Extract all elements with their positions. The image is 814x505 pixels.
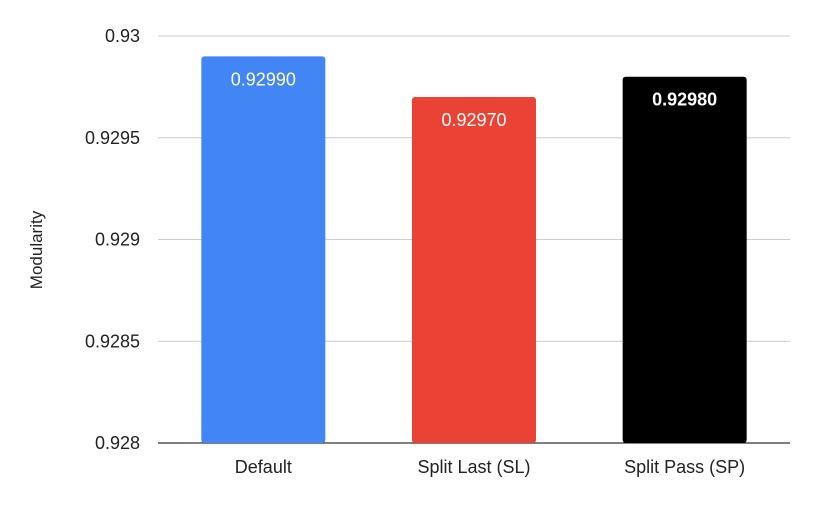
x-tick-label: Split Last (SL) — [417, 457, 530, 477]
y-tick-label: 0.9285 — [85, 331, 140, 351]
y-tick-label: 0.9295 — [85, 128, 140, 148]
y-tick-label: 0.928 — [95, 433, 140, 453]
bars — [201, 56, 747, 444]
x-tick-label: Default — [235, 457, 292, 477]
data-labels: 0.92990 0.92970 0.92980 — [231, 69, 717, 130]
data-label: 0.92990 — [231, 69, 296, 89]
bar — [201, 56, 326, 443]
y-tick-label: 0.93 — [105, 26, 140, 46]
bar — [622, 76, 747, 443]
x-tick-label: Split Pass (SP) — [624, 457, 745, 477]
bar — [412, 97, 536, 444]
y-axis-title: Modularity — [27, 210, 46, 289]
y-tick-label: 0.929 — [95, 230, 140, 250]
y-axis-tick-labels: 0.928 0.9285 0.929 0.9295 0.93 — [85, 26, 140, 453]
data-label: 0.92970 — [441, 110, 506, 130]
x-axis-category-labels: Default Split Last (SL) Split Pass (SP) — [235, 457, 745, 477]
data-label: 0.92980 — [652, 90, 717, 110]
